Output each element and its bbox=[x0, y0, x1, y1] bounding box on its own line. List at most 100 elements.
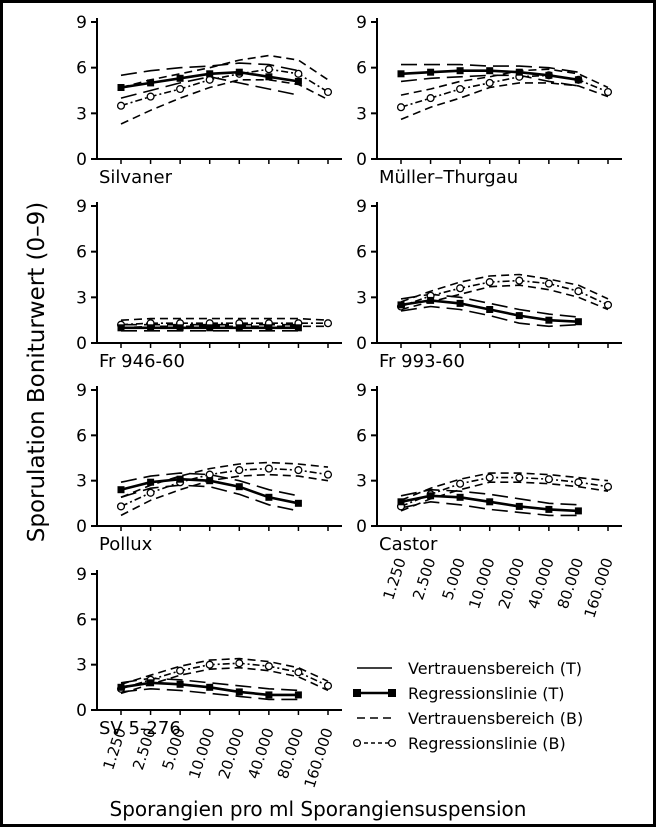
panel-label-fr-946-60: Fr 946-60 bbox=[99, 351, 185, 372]
y-tick-label: 0 bbox=[76, 701, 87, 721]
series-vertrauensbereich-b-hi bbox=[400, 273, 609, 303]
point-regressionslinie-b bbox=[456, 84, 465, 94]
panel-label-m-ller-thurgau: Müller–Thurgau bbox=[379, 167, 518, 188]
point-regressionslinie-b bbox=[603, 87, 613, 97]
series-regressionslinie-b bbox=[400, 279, 609, 308]
point-regressionslinie-b bbox=[603, 482, 613, 491]
point-regressionslinie-b bbox=[146, 92, 155, 101]
legend-swatch-circle bbox=[352, 738, 362, 748]
point-regressionslinie-t bbox=[294, 499, 302, 507]
point-regressionslinie-t bbox=[147, 478, 155, 486]
point-regressionslinie-t bbox=[235, 68, 243, 76]
y-tick-label: 0 bbox=[356, 334, 367, 354]
point-regressionslinie-t bbox=[235, 483, 243, 491]
x-tick-label: 20.000 bbox=[215, 726, 248, 781]
point-regressionslinie-b bbox=[485, 78, 494, 87]
point-regressionslinie-b bbox=[574, 287, 583, 296]
series-vertrauensbereich-b-hi bbox=[400, 68, 609, 96]
legend-swatch-circle bbox=[387, 738, 397, 748]
point-regressionslinie-b bbox=[205, 660, 214, 669]
point-regressionslinie-t bbox=[545, 71, 553, 79]
point-regressionslinie-b bbox=[515, 276, 524, 285]
panel-fr-993-60: 0 3 6 9 Fr 993-60 bbox=[356, 197, 622, 372]
point-regressionslinie-t bbox=[427, 68, 435, 76]
legend-label: Regressionslinie (B) bbox=[408, 734, 566, 753]
point-regressionslinie-t bbox=[176, 74, 184, 82]
y-tick-label: 0 bbox=[356, 150, 367, 170]
point-regressionslinie-t bbox=[456, 299, 464, 307]
point-regressionslinie-b bbox=[205, 470, 214, 479]
series-regressionslinie-b bbox=[400, 476, 609, 508]
legend: Vertrauensbereich (T) Regressionslinie (T… bbox=[352, 659, 583, 753]
series-vertrauensbereich-t-lo bbox=[400, 74, 579, 87]
point-regressionslinie-b bbox=[323, 87, 333, 97]
y-tick-label: 0 bbox=[76, 150, 87, 170]
legend-label: Vertrauensbereich (T) bbox=[408, 659, 582, 678]
y-tick-label: 6 bbox=[356, 243, 367, 263]
x-tick-label: 5.000 bbox=[439, 556, 469, 602]
point-regressionslinie-b bbox=[323, 470, 333, 479]
point-regressionslinie-t bbox=[206, 477, 214, 485]
legend-swatch-square bbox=[353, 689, 361, 697]
y-tick-label: 3 bbox=[356, 104, 367, 124]
point-regressionslinie-t bbox=[486, 67, 494, 75]
series-vertrauensbereich-t-lo bbox=[400, 305, 579, 328]
x-tick-label: 40.000 bbox=[524, 556, 557, 611]
point-regressionslinie-t bbox=[456, 67, 464, 75]
panel-castor: 0 3 6 9 Castor bbox=[356, 381, 622, 555]
series-vertrauensbereich-b-hi bbox=[120, 317, 329, 321]
point-regressionslinie-t bbox=[117, 84, 125, 91]
point-regressionslinie-b bbox=[485, 473, 494, 482]
point-regressionslinie-b bbox=[116, 502, 126, 511]
series-regressionslinie-b bbox=[120, 467, 329, 508]
point-regressionslinie-t bbox=[427, 492, 435, 500]
y-tick-label: 6 bbox=[356, 426, 367, 446]
legend-label: Vertrauensbereich (B) bbox=[408, 709, 583, 728]
x-tick-label: 1.250 bbox=[379, 556, 409, 602]
point-regressionslinie-t bbox=[515, 312, 523, 320]
point-regressionslinie-b bbox=[426, 94, 435, 103]
series-vertrauensbereich-t-hi bbox=[401, 63, 579, 73]
x-axis-label: Sporangien pro ml Sporangiensuspension bbox=[110, 797, 527, 821]
series-vertrauensbereich-t-lo bbox=[120, 484, 299, 512]
point-regressionslinie-t bbox=[574, 76, 582, 84]
point-regressionslinie-t bbox=[397, 498, 405, 506]
point-regressionslinie-b bbox=[485, 278, 494, 287]
series-vertrauensbereich-b-hi bbox=[400, 472, 609, 502]
point-regressionslinie-t bbox=[545, 316, 553, 324]
point-regressionslinie-t bbox=[147, 79, 155, 87]
point-regressionslinie-b bbox=[456, 479, 465, 488]
point-regressionslinie-t bbox=[206, 683, 214, 691]
x-tick-label: 20.000 bbox=[495, 556, 528, 611]
series-regressionslinie-b bbox=[120, 322, 328, 326]
panel-silvaner: 0 3 6 9 Silvaner bbox=[76, 13, 342, 188]
y-tick-label: 0 bbox=[76, 334, 87, 354]
point-regressionslinie-b bbox=[544, 279, 553, 288]
point-regressionslinie-b bbox=[264, 662, 273, 671]
point-regressionslinie-b bbox=[294, 466, 303, 475]
series-vertrauensbereich-t-hi bbox=[400, 488, 579, 506]
legend-label: Regressionslinie (T) bbox=[408, 684, 565, 703]
point-regressionslinie-t bbox=[397, 301, 405, 309]
legend-swatch-square bbox=[388, 689, 396, 697]
point-regressionslinie-b bbox=[456, 284, 465, 293]
series-vertrauensbereich-b-lo bbox=[400, 82, 609, 121]
series-regressionslinie-b bbox=[120, 68, 329, 107]
panel-sv-5-276: 0 3 6 9 SV 5-276 bbox=[76, 565, 342, 739]
point-regressionslinie-t bbox=[515, 502, 523, 510]
point-regressionslinie-b bbox=[603, 300, 613, 309]
point-regressionslinie-t bbox=[265, 691, 273, 699]
point-regressionslinie-t bbox=[117, 683, 125, 691]
point-regressionslinie-t bbox=[294, 691, 302, 699]
point-regressionslinie-t bbox=[427, 296, 435, 304]
point-regressionslinie-t bbox=[117, 324, 125, 332]
x-tick-label: 160.000 bbox=[581, 556, 617, 621]
panels-group: 0 3 6 9 Silvaner 0 3 6 9 Müller–Thurgau 0 3 6 9 Fr 946… bbox=[76, 13, 622, 739]
point-regressionslinie-b bbox=[235, 659, 244, 668]
point-regressionslinie-t bbox=[515, 68, 523, 76]
y-tick-label: 9 bbox=[76, 197, 87, 217]
panel-fr-946-60: 0 3 6 9 Fr 946-60 bbox=[76, 197, 342, 372]
